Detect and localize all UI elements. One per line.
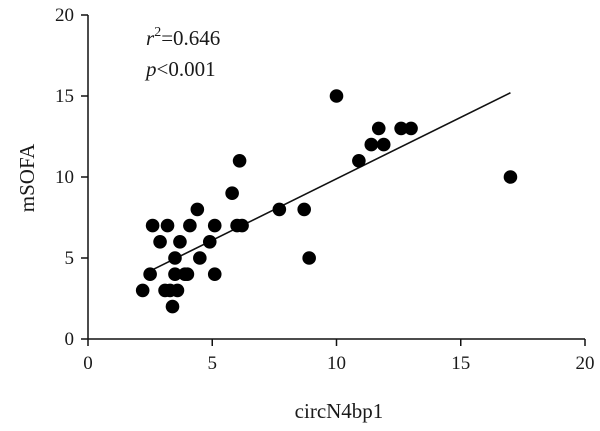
data-point xyxy=(170,283,185,298)
data-point xyxy=(135,283,150,298)
r-exponent: 2 xyxy=(154,25,161,40)
data-point xyxy=(190,202,205,217)
data-point xyxy=(180,267,195,282)
data-point xyxy=(207,267,222,282)
data-point xyxy=(297,202,311,217)
data-point xyxy=(168,251,182,265)
r-squared-annotation: r2=0.646 xyxy=(146,25,220,50)
y-tick-label: 0 xyxy=(65,329,75,350)
data-point xyxy=(160,218,175,233)
data-point xyxy=(143,267,157,282)
y-tick-label: 10 xyxy=(55,167,74,188)
x-tick-label: 0 xyxy=(83,353,93,374)
data-point xyxy=(371,121,386,136)
x-tick-label: 5 xyxy=(208,353,218,374)
data-point xyxy=(302,251,316,265)
data-point xyxy=(329,89,344,103)
data-point xyxy=(235,218,249,233)
y-tick-label: 5 xyxy=(65,248,75,269)
x-tick-label: 10 xyxy=(327,353,346,374)
data-point xyxy=(404,121,418,136)
data-point xyxy=(153,235,167,249)
p-value-annotation: p<0.001 xyxy=(144,57,216,81)
y-tick-label: 15 xyxy=(55,86,74,107)
x-axis-title: circN4bp1 xyxy=(295,399,384,423)
data-point xyxy=(394,121,408,136)
data-point xyxy=(232,154,247,168)
data-point xyxy=(364,137,379,152)
axis-ticks: 0 5 10 15 20 0 5 10 15 20 xyxy=(55,5,595,374)
x-tick-label: 15 xyxy=(451,353,470,374)
data-point xyxy=(145,218,160,233)
data-point xyxy=(272,202,287,217)
p-value: <0.001 xyxy=(157,57,216,81)
data-point xyxy=(352,154,366,168)
data-point xyxy=(165,299,180,314)
data-point xyxy=(225,186,239,200)
data-point xyxy=(503,170,518,184)
p-symbol: p xyxy=(144,57,157,81)
data-point xyxy=(376,137,391,152)
data-point xyxy=(173,235,187,249)
data-point xyxy=(207,218,222,233)
r-symbol: r xyxy=(146,26,155,50)
y-axis-title: mSOFA xyxy=(15,143,39,212)
y-tick-label: 20 xyxy=(55,5,74,26)
x-tick-label: 20 xyxy=(576,353,595,374)
data-point xyxy=(202,235,217,249)
r-squared-value: =0.646 xyxy=(161,26,220,50)
data-point xyxy=(168,267,182,282)
data-point xyxy=(183,218,197,233)
data-points xyxy=(135,89,518,314)
data-point xyxy=(193,251,207,265)
